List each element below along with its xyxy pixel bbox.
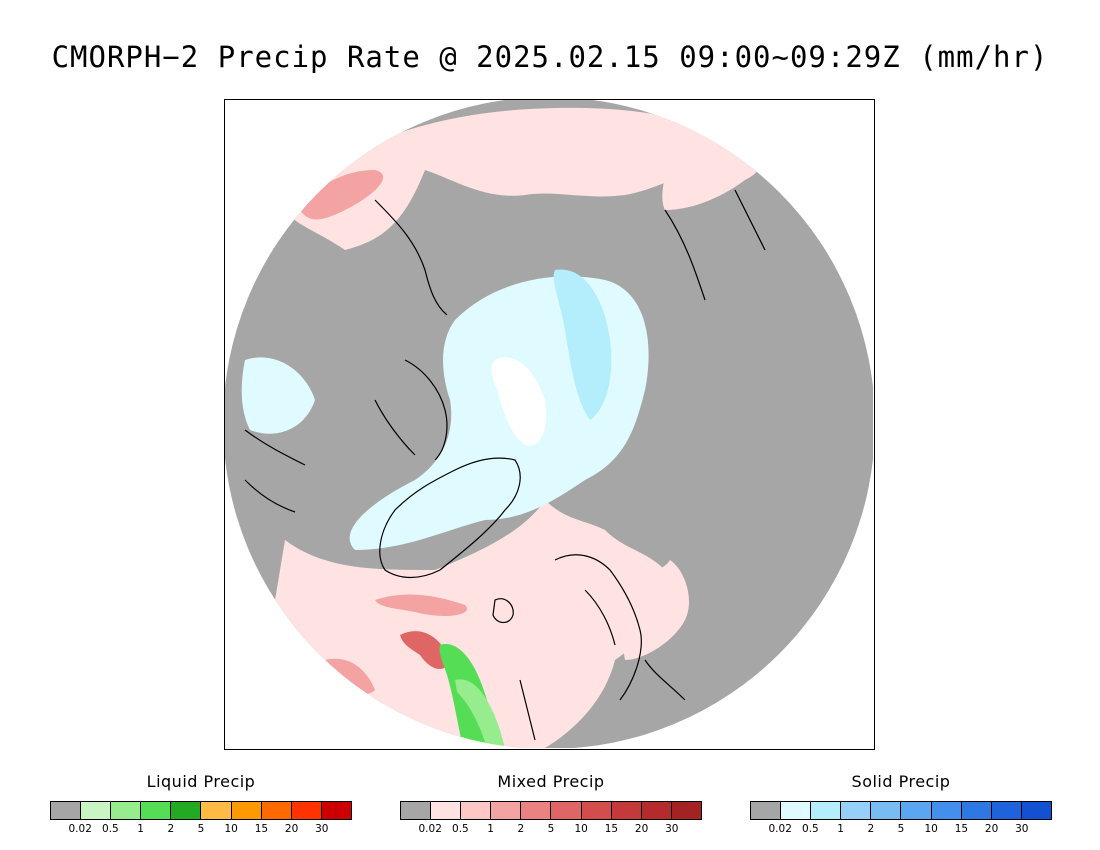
- mixed-precip-region-europe: [615, 560, 690, 660]
- liquid-tick-label: 0.02: [68, 823, 92, 835]
- mixed-tick-label: 30: [665, 823, 679, 835]
- snow-region-central-arctic: [491, 357, 547, 446]
- solid-tick-label: 2: [867, 823, 875, 835]
- liquid-precip-legend: Liquid Precip 0.02 0.5 1 2 5 10 15 20 30: [50, 772, 352, 837]
- mixed-tick-labels: 0.02 0.5 1 2 5 10 15 20 30: [400, 823, 702, 837]
- siberia-coastline: [664, 189, 766, 301]
- mixed-tick-label: 20: [634, 823, 649, 835]
- solid-tick-label: 30: [1015, 823, 1029, 835]
- solid-color-swatch: [751, 802, 782, 819]
- bering-coastline: [374, 199, 448, 316]
- mixed-colorbar: [400, 801, 702, 820]
- greenland-coastline: [379, 457, 521, 579]
- solid-color-swatch: [991, 802, 1022, 819]
- solid-color-swatch: [871, 802, 902, 819]
- solid-color-swatch: [931, 802, 962, 819]
- solid-color-swatch: [811, 802, 842, 819]
- solid-tick-label: 5: [897, 823, 905, 835]
- mixed-tick-label: 10: [574, 823, 588, 835]
- liquid-color-swatch: [141, 802, 172, 819]
- iceland-coastline: [492, 598, 514, 624]
- mixed-tick-label: 0.5: [452, 823, 469, 835]
- liquid-color-swatch: [321, 802, 351, 819]
- liquid-color-swatch: [51, 802, 82, 819]
- mixed-precip-region-north-pacific: [285, 107, 730, 250]
- solid-color-swatch: [961, 802, 992, 819]
- solid-color-swatch: [841, 802, 872, 819]
- mixed-color-swatch: [461, 802, 492, 819]
- liquid-color-swatch: [291, 802, 322, 819]
- mixed-precip-band-atlantic: [375, 594, 467, 616]
- mixed-legend-title: Mixed Precip: [497, 772, 605, 791]
- mixed-color-swatch: [431, 802, 462, 819]
- solid-legend-title: Solid Precip: [851, 772, 951, 791]
- mixed-color-swatch: [611, 802, 642, 819]
- mixed-tick-label: 15: [604, 823, 619, 835]
- liquid-legend-title: Liquid Precip: [146, 772, 256, 791]
- liquid-tick-label: 20: [284, 823, 299, 835]
- solid-precip-band-greenland-sea: [553, 269, 612, 420]
- mixed-precip-band-pacific: [300, 170, 384, 220]
- map-disc: [225, 100, 873, 748]
- mixed-precip-band-south: [325, 658, 375, 695]
- mixed-tick-label: 1: [487, 823, 494, 835]
- liquid-color-swatch: [111, 802, 142, 819]
- precip-map-canvas: [225, 100, 873, 748]
- mixed-precip-legend: Mixed Precip 0.02 0.5 1 2 5 10 15 20 30: [400, 772, 702, 837]
- mixed-color-swatch: [491, 802, 522, 819]
- mixed-color-swatch: [641, 802, 672, 819]
- scandinavia-coastline: [554, 554, 642, 701]
- map-title: CMORPH−2 Precip Rate @ 2025.02.15 09:00~…: [51, 40, 1049, 74]
- mixed-color-swatch: [521, 802, 552, 819]
- solid-tick-label: 20: [984, 823, 999, 835]
- alaska-coastline: [244, 429, 306, 513]
- solid-precip-legend: Solid Precip 0.02 0.5 1 2 5 10 15 20 30: [750, 772, 1052, 837]
- solid-tick-label: 0.02: [768, 823, 792, 835]
- solid-color-swatch: [781, 802, 812, 819]
- liquid-tick-labels: 0.02 0.5 1 2 5 10 15 20 30: [50, 823, 352, 837]
- mixed-color-swatch: [581, 802, 612, 819]
- liquid-tick-label: 10: [224, 823, 238, 835]
- solid-color-swatch: [901, 802, 932, 819]
- solid-tick-label: 1: [837, 823, 844, 835]
- mixed-color-swatch: [551, 802, 582, 819]
- liquid-tick-label: 5: [197, 823, 205, 835]
- canadian-archipelago-coastline: [374, 359, 448, 461]
- solid-tick-label: 15: [954, 823, 969, 835]
- liquid-color-swatch: [81, 802, 112, 819]
- solid-tick-label: 10: [924, 823, 938, 835]
- liquid-tick-label: 30: [315, 823, 329, 835]
- liquid-precip-band-atlantic: [455, 679, 505, 748]
- solid-precip-region-alaska: [241, 357, 315, 434]
- liquid-tick-label: 15: [254, 823, 269, 835]
- liquid-color-swatch: [171, 802, 202, 819]
- mixed-color-swatch: [401, 802, 432, 819]
- liquid-color-swatch: [201, 802, 232, 819]
- liquid-colorbar: [50, 801, 352, 820]
- solid-tick-labels: 0.02 0.5 1 2 5 10 15 20 30: [750, 823, 1052, 837]
- liquid-tick-label: 1: [137, 823, 144, 835]
- europe-coastline: [519, 659, 686, 741]
- liquid-color-swatch: [231, 802, 262, 819]
- coastlines: [244, 189, 766, 741]
- mixed-precip-core-atlantic: [400, 631, 450, 670]
- solid-tick-label: 0.5: [802, 823, 819, 835]
- liquid-tick-label: 0.5: [102, 823, 119, 835]
- mixed-tick-label: 5: [547, 823, 555, 835]
- mixed-color-swatch: [671, 802, 701, 819]
- solid-color-swatch: [1021, 802, 1051, 819]
- solid-colorbar: [750, 801, 1052, 820]
- mixed-tick-label: 2: [517, 823, 525, 835]
- polar-map[interactable]: [224, 99, 875, 750]
- liquid-color-swatch: [261, 802, 292, 819]
- liquid-tick-label: 2: [167, 823, 175, 835]
- mixed-tick-label: 0.02: [418, 823, 442, 835]
